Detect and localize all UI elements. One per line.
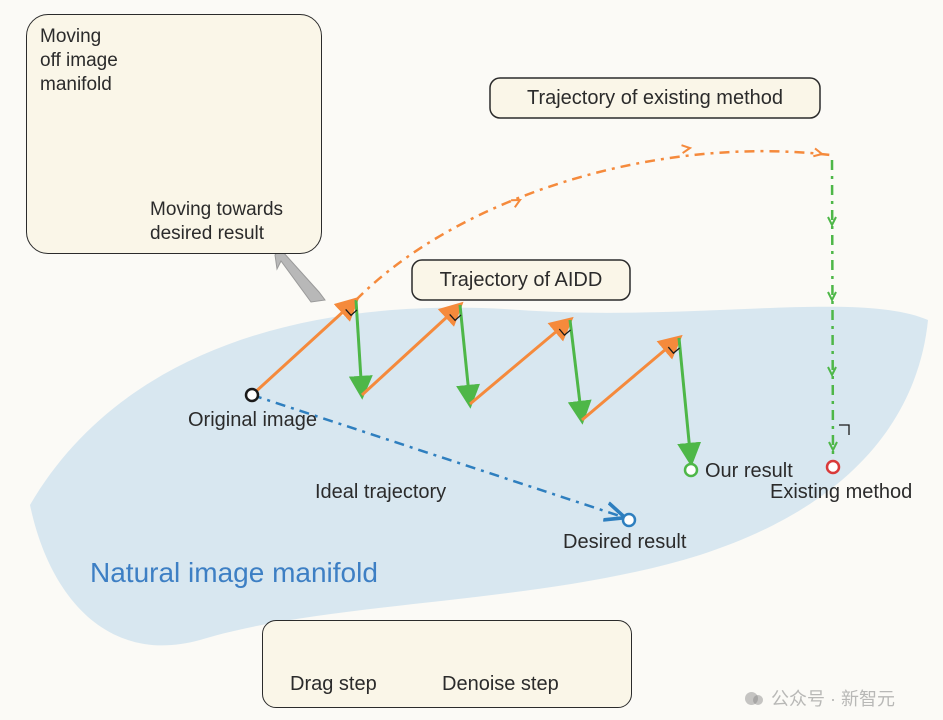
inset-right-label: Moving towards desired result (150, 198, 283, 246)
existing-label: Existing method (770, 480, 912, 505)
point-original (246, 389, 258, 401)
aidd-trajectory-label: Trajectory of AIDD (412, 268, 630, 293)
desired-label: Desired result (563, 530, 686, 555)
legend-denoise-label: Denoise step (442, 672, 559, 697)
existing-trajectory-label: Trajectory of existing method (490, 86, 820, 111)
existing-drag-arrows (511, 144, 823, 207)
watermark: 公众号 · 新智元 (745, 685, 895, 711)
point-desired (623, 514, 635, 526)
manifold-surface (30, 307, 928, 646)
inset-up-label: Moving off image manifold (40, 25, 118, 96)
ideal-label: Ideal trajectory (315, 480, 446, 505)
manifold-label: Natural image manifold (90, 555, 378, 590)
watermark-text: 公众号 · 新智元 (771, 689, 895, 709)
point-our-result (685, 464, 697, 476)
legend-drag-label: Drag step (290, 672, 377, 697)
point-existing (827, 461, 839, 473)
original-label: Original image (188, 408, 317, 433)
wechat-icon (745, 690, 765, 707)
